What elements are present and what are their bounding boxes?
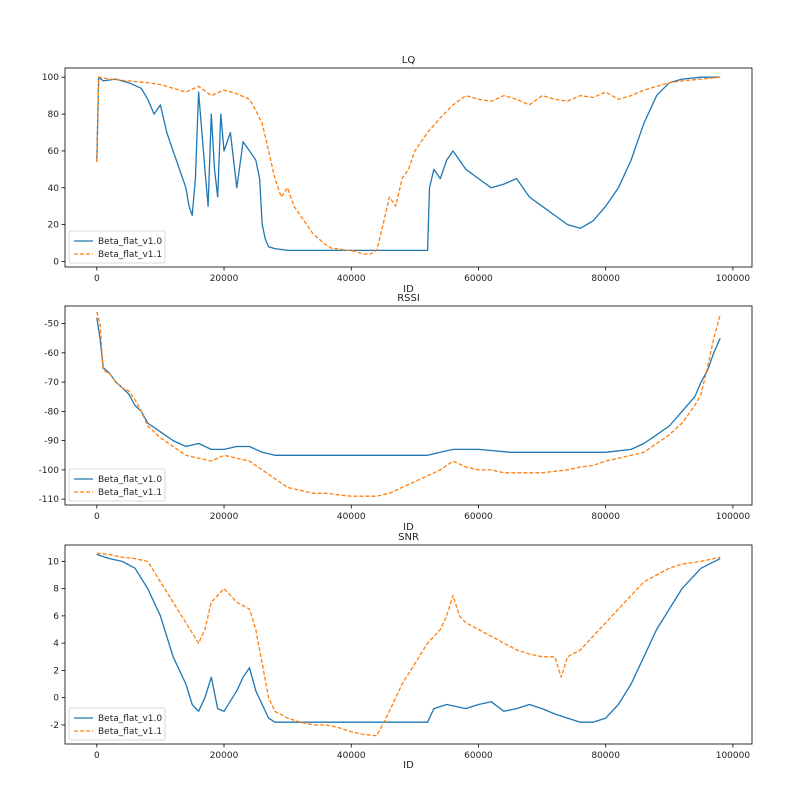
x-tick-label: 100000 [716,512,751,522]
legend-label: Beta_flat_v1.1 [98,488,162,498]
x-tick-label: 40000 [337,751,366,761]
y-tick-label: -90 [44,437,59,447]
y-tick-label: -50 [44,320,59,330]
plot-frame [64,67,753,268]
y-tick-label: 0 [53,257,59,267]
y-tick-label: 4 [53,639,59,649]
series-line-v1-1 [96,552,721,737]
chart-rssi: RSSI 0 20000 40000 60000 80000 100000 -110 -100 -… [39,293,753,533]
legend-label: Beta_flat_v1.1 [98,727,162,737]
x-tick-label: 60000 [464,512,493,522]
x-tick-label: 0 [94,751,100,761]
y-tick-label: 0 [53,694,59,704]
y-tick-label: 80 [48,110,60,120]
y-tick-label: 6 [53,612,59,622]
x-tick-label: 60000 [464,751,493,761]
x-tick-label: 0 [94,512,100,522]
y-tick-label: -2 [50,721,59,731]
series-line-v1-1 [96,76,721,255]
legend-label: Beta_flat_v1.1 [98,250,162,260]
y-tick-label: 20 [48,221,60,231]
x-tick-label: 0 [94,274,100,284]
y-tick-label: 40 [48,184,60,194]
legend-box [68,707,166,741]
chart-snr: SNR 0 20000 40000 60000 80000 100000 -2 0 2 4 6 8 10 I… [48,532,753,771]
x-tick-label: 80000 [591,274,620,284]
y-tick-label: 10 [48,557,60,567]
x-axis-label: ID [403,760,414,771]
chart-title: LQ [402,55,416,66]
legend: Beta_flat_v1.0 Beta_flat_v1.1 [68,230,166,264]
series-line-v1-0 [96,317,721,456]
legend-label: Beta_flat_v1.0 [98,714,162,724]
plot-frame [64,305,753,506]
chart-lq: LQ 0 20000 40000 60000 80000 100000 0 20 40 60 80 10… [42,55,753,295]
x-tick-label: 100000 [716,274,751,284]
x-tick-label: 20000 [210,512,239,522]
legend-box [68,230,166,264]
x-tick-label: 80000 [591,751,620,761]
x-axis-label: ID [403,284,414,295]
y-tick-label: 2 [53,666,59,676]
plot-frame [64,544,753,745]
x-tick-label: 100000 [716,751,751,761]
y-tick-label: -80 [44,407,59,417]
chart-title: RSSI [397,293,420,304]
y-tick-label: 60 [48,147,60,157]
y-tick-label: 100 [42,73,59,83]
legend-label: Beta_flat_v1.0 [98,475,162,485]
series-line-v1-1 [96,311,721,497]
x-tick-label: 40000 [337,512,366,522]
y-tick-label: 8 [53,585,59,595]
x-tick-label: 20000 [210,274,239,284]
legend-label: Beta_flat_v1.0 [98,237,162,247]
y-tick-label: -100 [39,466,60,476]
x-tick-label: 60000 [464,274,493,284]
legend-box [68,468,166,502]
legend: Beta_flat_v1.0 Beta_flat_v1.1 [68,707,166,741]
legend: Beta_flat_v1.0 Beta_flat_v1.1 [68,468,166,502]
series-line-v1-0 [96,553,721,723]
x-tick-label: 40000 [337,274,366,284]
x-tick-label: 80000 [591,512,620,522]
y-tick-label: -70 [44,378,59,388]
x-tick-label: 20000 [210,751,239,761]
series-line-v1-0 [96,76,721,252]
y-tick-label: -60 [44,349,59,359]
chart-title: SNR [398,532,419,543]
y-tick-label: -110 [39,495,60,505]
x-axis-label: ID [403,522,414,533]
